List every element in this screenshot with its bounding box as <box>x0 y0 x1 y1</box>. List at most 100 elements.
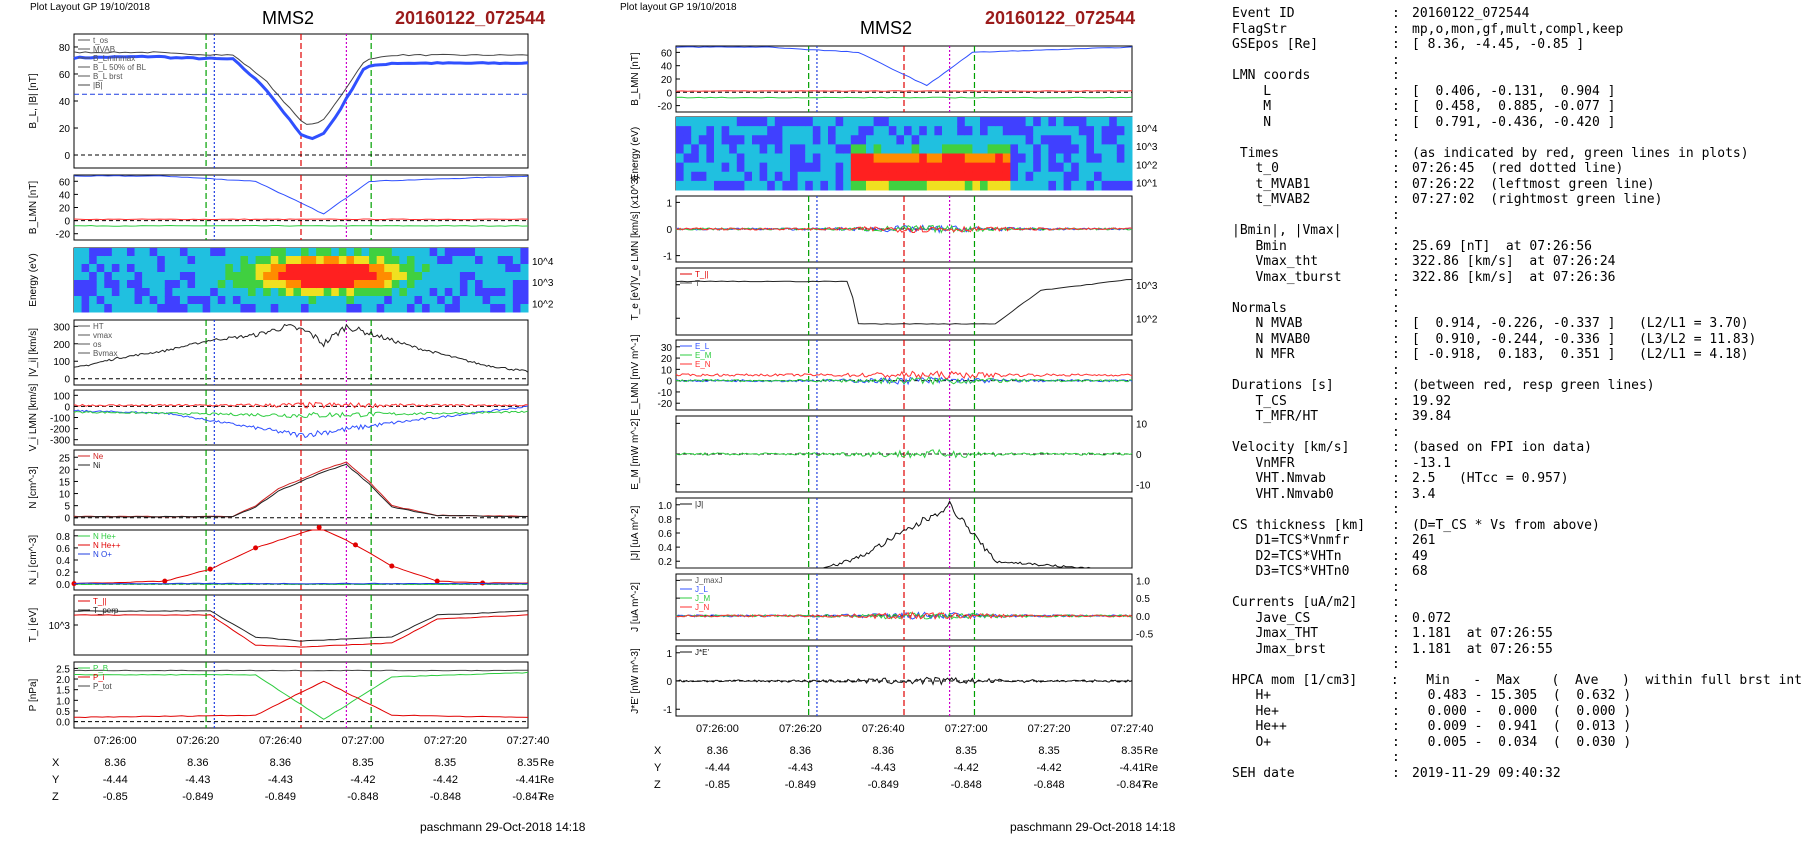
spectrogram-cell <box>1056 153 1065 164</box>
spectrogram-cell <box>437 264 446 273</box>
legend-label: J_maxJ <box>695 576 723 585</box>
spectrogram-cell <box>1109 135 1118 145</box>
spectrogram-cell <box>195 288 204 297</box>
spectrogram-cell <box>475 280 484 289</box>
spectrogram-cell <box>376 248 385 257</box>
spectrogram-cell <box>767 144 776 154</box>
spectrogram-cell <box>316 272 325 281</box>
y-tick-label: -300 <box>50 436 70 447</box>
spectrogram-cell <box>888 135 897 145</box>
spectrogram-cell <box>263 280 272 289</box>
spectrogram-cell <box>467 280 476 289</box>
spectrogram-cell <box>957 126 966 136</box>
info-key: Jave_CS <box>1232 610 1311 626</box>
spectrogram-cell <box>346 288 355 297</box>
info-colon: : <box>1392 21 1400 37</box>
spectrogram-cell <box>866 153 875 164</box>
panel-ylabel: V_e LMN [km/s] (x10^3) <box>630 176 641 283</box>
spectrogram-cell <box>790 153 799 164</box>
orbit-value: 8.36 <box>873 745 894 757</box>
info-value: [ 0.791, -0.436, -0.420 ] <box>1412 114 1616 130</box>
spectrogram-cell <box>172 280 181 289</box>
y-tick-label: 1 <box>666 198 672 209</box>
spectrogram-cell <box>361 280 370 289</box>
y-tick-label: 10^2 <box>1136 160 1158 171</box>
spectrogram-cell <box>157 288 166 297</box>
spectrogram-cell <box>142 264 151 273</box>
spectrogram-cell <box>384 256 393 265</box>
spectrogram-cell <box>1002 144 1011 154</box>
orbit-row-label: Z <box>52 791 59 803</box>
spectrogram-cell <box>729 180 738 191</box>
spectrogram-cell <box>74 272 83 281</box>
spectrogram-cell <box>482 272 491 281</box>
spectrogram-cell <box>873 171 882 182</box>
orbit-value: -0.847 <box>512 791 543 803</box>
spectrogram-cell <box>505 248 514 257</box>
y-tick-label: 10^3 <box>49 621 71 632</box>
info-value: Min - Max ( Ave ) within full brst int <box>1410 672 1802 688</box>
spectrogram-cell <box>1033 126 1042 136</box>
spectrogram-cell <box>919 135 928 145</box>
spectrogram-cell <box>308 256 317 265</box>
spectrogram-cell <box>1109 180 1118 191</box>
spectrogram-cell <box>980 171 989 182</box>
spectrogram-cell <box>919 180 928 191</box>
legend-label: J_M <box>695 594 710 603</box>
time-tick-label: 07:26:20 <box>779 723 822 735</box>
info-row: Jave_CS:0.072 <box>1232 611 1802 627</box>
spectrogram-cell <box>790 117 799 127</box>
spectrogram-cell <box>210 248 219 257</box>
info-colon: : <box>1392 176 1400 192</box>
info-value: [ -0.918, 0.183, 0.351 ] (L2/L1 = 4.18) <box>1412 347 1749 362</box>
spectrogram-cell <box>1040 180 1049 191</box>
orbit-value: -4.42 <box>1037 762 1062 774</box>
spectrogram-cell <box>217 288 226 297</box>
spectrogram-cell <box>248 256 257 265</box>
info-colon: : <box>1392 719 1400 734</box>
spectrogram-cell <box>444 256 453 265</box>
spectrogram-cell <box>331 288 340 297</box>
spectrogram-cell <box>240 256 249 265</box>
spectrogram-cell <box>490 304 499 313</box>
spectrogram-cell <box>721 126 730 136</box>
spectrogram-cell <box>505 288 514 297</box>
spectrogram-cell <box>331 280 340 289</box>
spectrogram-cell <box>285 264 294 273</box>
spectrogram-cell <box>126 248 136 257</box>
spectrogram-cell <box>1025 126 1034 136</box>
info-colon: : <box>1392 564 1400 579</box>
spectrogram-cell <box>866 162 875 173</box>
info-value: 1.181 at 07:26:55 <box>1412 641 1553 657</box>
spectrogram-cell <box>911 153 920 164</box>
spectrogram-cell <box>744 171 753 182</box>
spectrogram-cell <box>904 126 913 136</box>
spectrogram-cell <box>232 280 241 289</box>
spectrogram-cell <box>714 117 723 127</box>
info-value: 07:27:02 (rightmost green line) <box>1412 192 1663 207</box>
spectrogram-cell <box>729 135 738 145</box>
spectrogram-cell <box>346 256 355 265</box>
spectrogram-cell <box>888 153 897 164</box>
spectrogram-cell <box>74 248 83 257</box>
y-tick-label: -20 <box>658 399 673 410</box>
spectrogram-cell <box>934 180 943 191</box>
data-point <box>389 563 395 569</box>
spectrogram-cell <box>797 171 806 182</box>
spectrogram-cell <box>195 272 204 281</box>
spectrogram-cell <box>111 264 120 273</box>
spectrogram-cell <box>934 126 943 136</box>
spectrogram-cell <box>1078 135 1087 145</box>
spectrogram-cell <box>164 296 173 305</box>
info-row: D1=TCS*Vnmfr:261 <box>1232 533 1802 549</box>
spectrogram-cell <box>293 272 302 281</box>
spectrogram-cell <box>270 264 279 273</box>
spectrogram-cell <box>414 288 423 297</box>
info-key: Normals <box>1232 300 1287 316</box>
y-tick-label: 0 <box>666 225 672 236</box>
spectrogram-cell <box>475 272 484 281</box>
spectrogram-cell <box>301 280 310 289</box>
info-value: 07:26:22 (leftmost green line) <box>1412 176 1655 192</box>
time-tick-label: 07:26:40 <box>862 723 905 735</box>
spectrogram-cell <box>987 162 996 173</box>
